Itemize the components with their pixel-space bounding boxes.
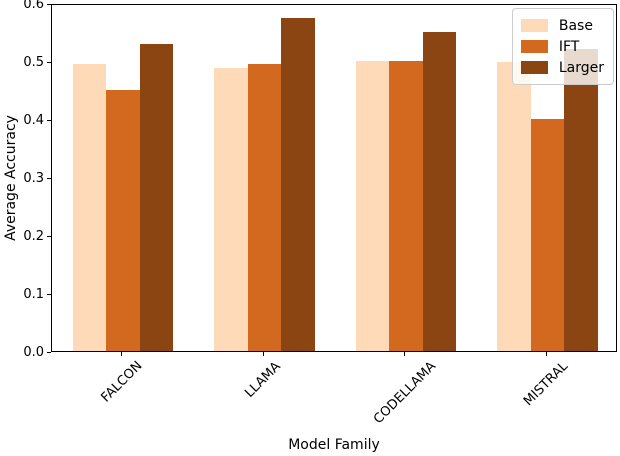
- legend-item-base: Base: [520, 15, 604, 36]
- bar-mistral-larger: [564, 49, 598, 351]
- legend-item-larger: Larger: [520, 57, 604, 78]
- x-tick-mark-codellama: [404, 352, 406, 356]
- y-tick-mark-0.1: [47, 293, 51, 295]
- legend-swatch-larger: [520, 61, 548, 74]
- bar-codellama-larger: [422, 32, 456, 351]
- bar-codellama-base: [355, 61, 389, 351]
- legend-label-base: Base: [558, 17, 593, 34]
- x-tick-label-codellama: CODELLAMA: [370, 358, 439, 427]
- bar-falcon-base: [72, 63, 106, 351]
- bar-codellama-ift: [389, 61, 423, 351]
- y-tick-mark-0.2: [47, 235, 51, 237]
- legend-swatch-ift: [520, 40, 548, 53]
- y-tick-mark-0.5: [47, 61, 51, 63]
- x-axis-label: Model Family: [288, 437, 380, 453]
- bar-llama-ift: [247, 63, 281, 351]
- bar-falcon-ift: [106, 90, 140, 351]
- plot-area: Base IFT Larger: [51, 4, 617, 352]
- y-tick-label-0.1: 0.1: [23, 286, 44, 302]
- legend: Base IFT Larger: [511, 8, 614, 85]
- legend-label-larger: Larger: [558, 59, 604, 76]
- legend-item-ift: IFT: [520, 36, 604, 57]
- x-tick-label-mistral: MISTRAL: [521, 359, 572, 410]
- x-tick-label-llama: LLAMA: [242, 359, 285, 401]
- y-tick-mark-0.4: [47, 119, 51, 121]
- y-tick-mark-0.3: [47, 177, 51, 179]
- x-tick-mark-mistral: [545, 352, 547, 356]
- y-tick-mark-0.0: [47, 351, 51, 353]
- y-tick-label-0.6: 0.6: [23, 0, 44, 12]
- legend-label-ift: IFT: [558, 38, 580, 55]
- bar-llama-larger: [281, 17, 315, 351]
- x-tick-mark-llama: [262, 352, 264, 356]
- y-tick-label-0.0: 0.0: [23, 344, 44, 360]
- y-tick-label-0.4: 0.4: [23, 112, 44, 128]
- bar-mistral-base: [497, 62, 531, 351]
- y-tick-mark-0.6: [47, 3, 51, 5]
- x-tick-label-falcon: FALCON: [98, 358, 146, 406]
- bar-llama-base: [214, 68, 248, 351]
- y-tick-label-0.5: 0.5: [23, 54, 44, 70]
- y-tick-label-0.2: 0.2: [23, 228, 44, 244]
- bar-mistral-ift: [530, 119, 564, 351]
- legend-swatch-base: [520, 19, 548, 32]
- x-tick-mark-falcon: [121, 352, 123, 356]
- y-tick-label-0.3: 0.3: [23, 170, 44, 186]
- bar-falcon-larger: [139, 43, 173, 351]
